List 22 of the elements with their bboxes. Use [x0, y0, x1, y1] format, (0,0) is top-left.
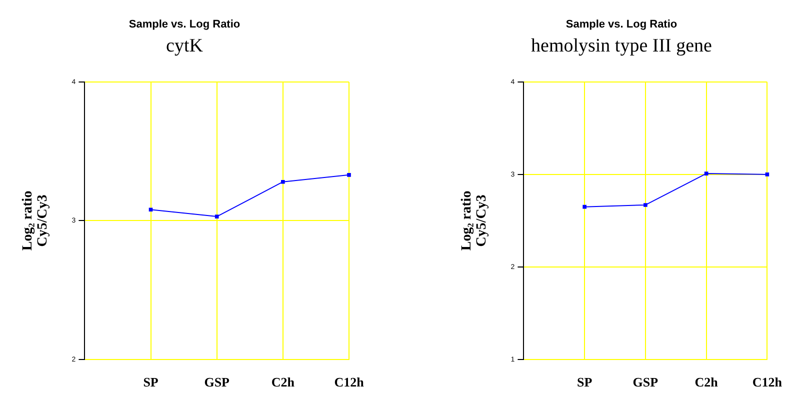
chart-subtitle: cytK	[166, 36, 204, 57]
y-axis-title: Log₂ ratio Cy5/Cy3	[20, 190, 51, 251]
x-tick-label: GSP	[204, 374, 230, 390]
point	[582, 204, 586, 209]
x-tick-label: SP	[143, 374, 158, 390]
x-tick-label: GSP	[632, 374, 658, 390]
point	[644, 203, 648, 207]
point	[704, 172, 708, 176]
y-axis-title: Log₂ ratio Cy5/Cy3	[459, 190, 490, 251]
point	[347, 173, 351, 177]
point	[214, 214, 219, 218]
x-tick-label: C12h	[752, 374, 783, 390]
point	[148, 208, 153, 212]
chart-title: Sample vs. Log Ratio	[566, 18, 678, 31]
x-tick-label: C2h	[271, 374, 296, 390]
point	[281, 180, 285, 184]
x-tick-label: C12h	[334, 374, 365, 390]
x-tick-label: C2h	[694, 374, 719, 390]
point	[765, 172, 770, 176]
x-tick-label: SP	[576, 374, 592, 390]
chart-subtitle: hemolysin type III gene	[531, 36, 712, 57]
chart-title: Sample vs. Log Ratio	[128, 18, 240, 31]
